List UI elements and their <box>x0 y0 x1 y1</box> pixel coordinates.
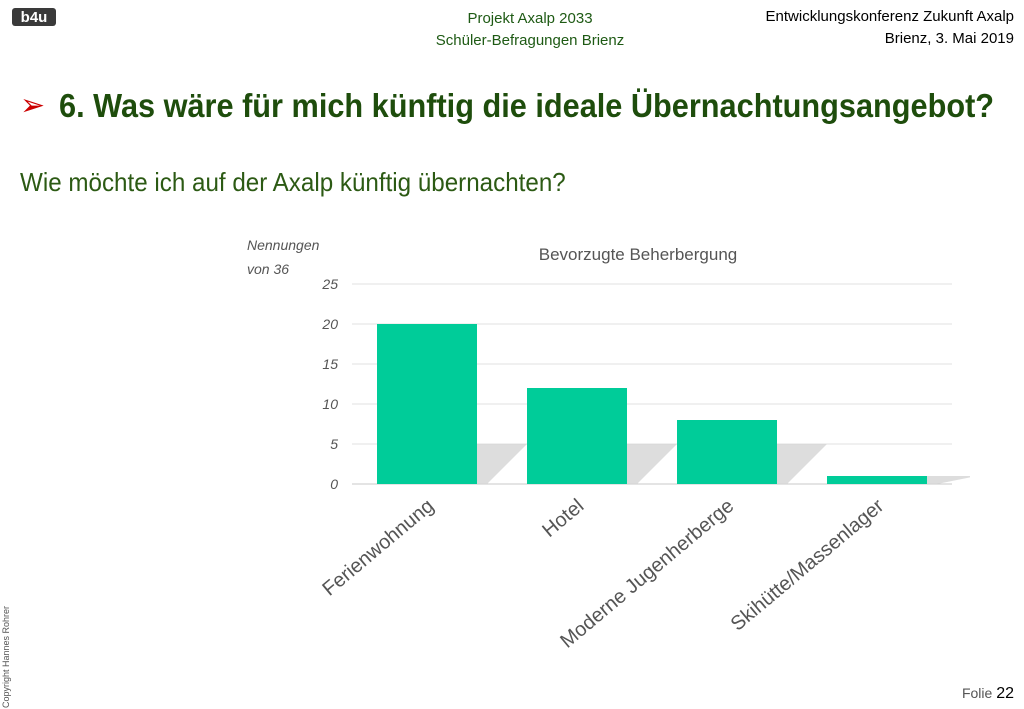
bar-2 <box>527 388 627 484</box>
project-title: Projekt Axalp 2033 <box>467 10 593 27</box>
y-tick-label: 25 <box>321 276 338 292</box>
bar-shadow <box>627 444 677 484</box>
bar-3 <box>677 420 777 484</box>
bar-shadow <box>477 444 527 484</box>
slide-question: Wie möchte ich auf der Axalp künftig übe… <box>20 167 566 197</box>
bar-1 <box>377 324 477 484</box>
x-category-label: Moderne Jugenherberge <box>556 495 738 653</box>
project-header: Projekt Axalp 2033 Schüler-Befragungen B… <box>380 8 680 52</box>
y-axis-label-line1: Nennungen <box>247 237 320 253</box>
x-category-label: Ferienwohnung <box>318 495 438 600</box>
copyright-note: Copyright Hannes Rohrer <box>1 605 11 708</box>
y-tick-label: 10 <box>322 396 338 412</box>
y-tick-label: 15 <box>322 356 338 372</box>
event-date: Brienz, 3. Mai 2019 <box>884 30 1014 47</box>
bar-chart: Nennungen von 36 Bevorzugte Beherbergung… <box>247 237 970 653</box>
x-category-label: Hotel <box>538 495 588 542</box>
b4u-logo: b4u <box>12 8 56 26</box>
bar-4 <box>827 476 927 484</box>
bar-shadow <box>777 444 827 484</box>
folio-number: 22 <box>996 685 1014 702</box>
y-tick-label: 20 <box>321 316 338 332</box>
y-axis-label-line2: von 36 <box>247 261 289 277</box>
svg-text:b4u: b4u <box>21 9 48 26</box>
bar-shadow <box>927 476 970 484</box>
x-category-label: Skihütte/Massenlager <box>727 495 889 636</box>
chart-title: Bevorzugte Beherbergung <box>539 245 737 264</box>
slide-headline: ➢ 6. Was wäre für mich künftig die ideal… <box>20 84 1020 128</box>
y-tick-label: 0 <box>330 476 338 492</box>
project-subtitle: Schüler-Befragungen Brienz <box>435 32 625 49</box>
headline-text: 6. Was wäre für mich künftig die ideale … <box>59 87 995 124</box>
arrow-bullet-icon: ➢ <box>20 89 46 122</box>
slide-number: Folie 22 <box>962 685 1014 703</box>
y-tick-label: 5 <box>330 436 338 452</box>
folio-label: Folie <box>961 685 993 701</box>
event-header: Entwicklungskonferenz Zukunft Axalp Brie… <box>766 6 1014 50</box>
event-title: Entwicklungskonferenz Zukunft Axalp <box>765 8 1014 25</box>
